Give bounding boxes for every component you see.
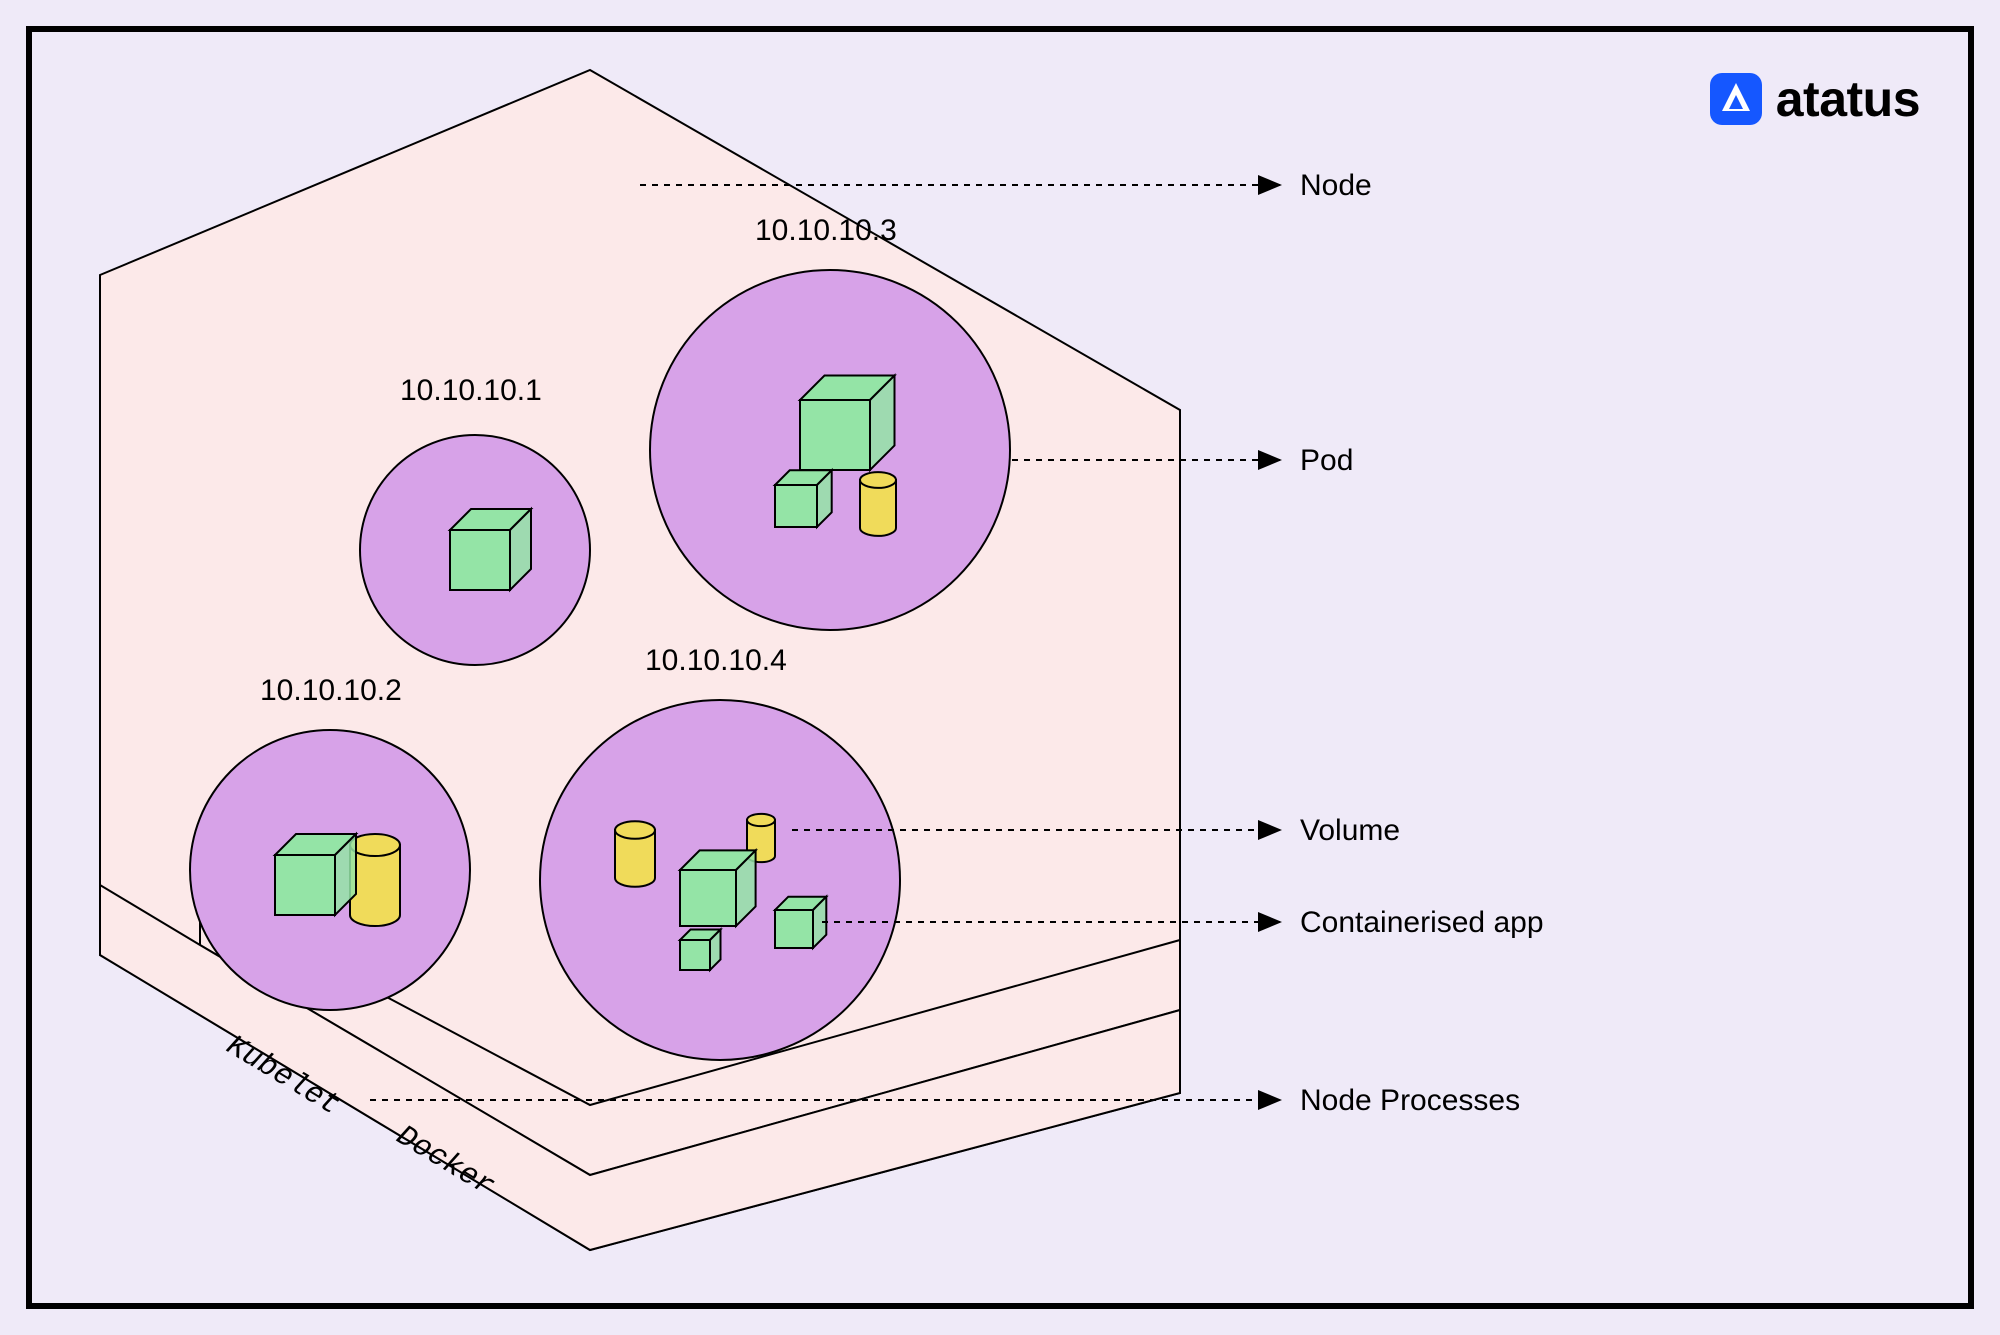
cylinder-top <box>350 834 400 856</box>
diagram-svg: KubeletDocker10.10.10.110.10.10.310.10.1… <box>0 0 2000 1335</box>
cylinder-top <box>860 472 896 488</box>
pod-ip-label: 10.10.10.3 <box>755 214 897 247</box>
callout-label: Pod <box>1300 444 1353 477</box>
cube-front <box>680 940 710 970</box>
cube-front <box>680 870 736 926</box>
cube-front <box>450 530 510 590</box>
cube-front <box>775 485 817 527</box>
callout-label: Volume <box>1300 814 1400 847</box>
callout-label: Node <box>1300 169 1372 202</box>
cylinder-body <box>350 845 400 926</box>
callout-label: Containerised app <box>1300 906 1544 939</box>
cylinder-top <box>615 821 655 839</box>
cube-front <box>800 400 870 470</box>
pod-ip-label: 10.10.10.2 <box>260 674 402 707</box>
cube-front <box>275 855 335 915</box>
diagram-canvas: atatus KubeletDocker10.10.10.110.10.10.3… <box>0 0 2000 1335</box>
cube-front <box>775 910 813 948</box>
callout-label: Node Processes <box>1300 1084 1520 1117</box>
pod-ip-label: 10.10.10.4 <box>645 644 787 677</box>
pod-ip-label: 10.10.10.1 <box>400 374 542 407</box>
cylinder-top <box>747 814 775 826</box>
